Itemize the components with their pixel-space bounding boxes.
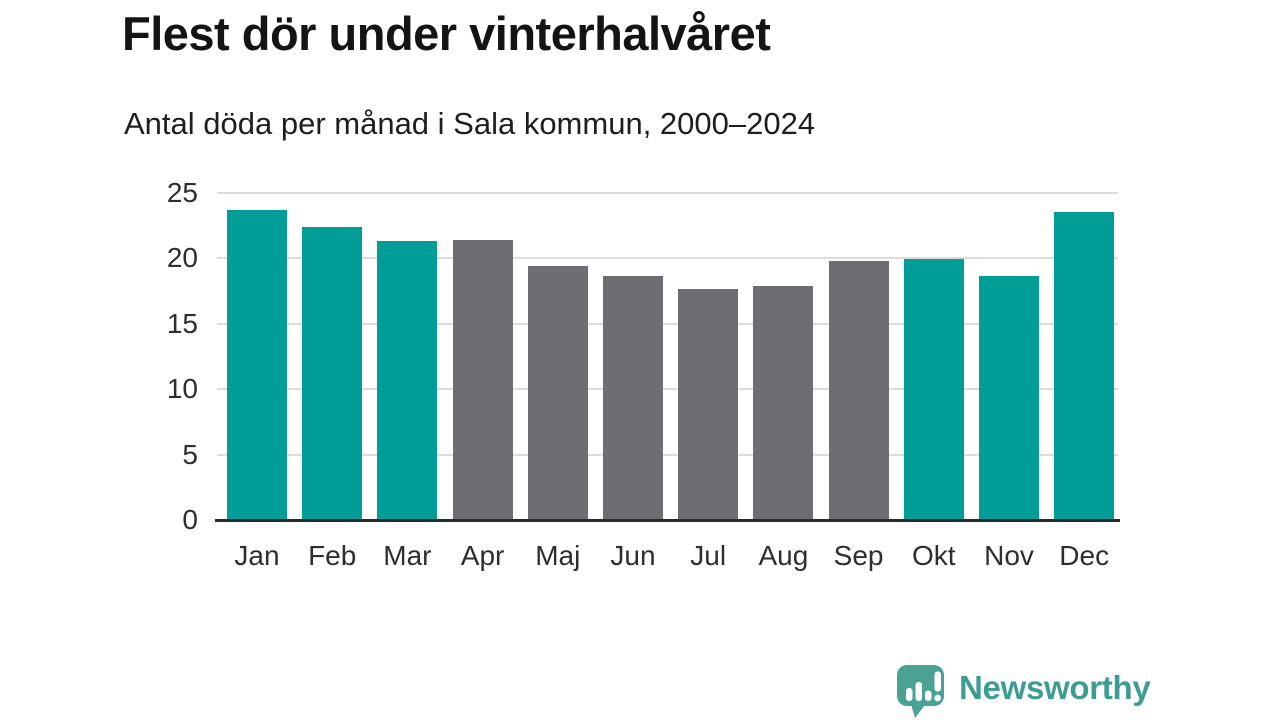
bar-jul <box>678 289 739 520</box>
y-tick-label-10: 10 <box>166 373 198 404</box>
gridline-10 <box>217 388 1118 390</box>
bar-mar <box>377 240 438 520</box>
bar-feb <box>302 226 363 520</box>
y-tick-label-5: 5 <box>182 438 198 470</box>
x-tick-label-jul: Jul <box>690 540 727 571</box>
y-tick-label-0: 0 <box>182 504 198 535</box>
chart-subtitle: Antal döda per månad i Sala kommun, 2000… <box>124 106 816 141</box>
bar-okt <box>903 259 964 520</box>
bar-jun <box>603 276 663 520</box>
x-tick-label-jan: Jan <box>234 540 280 571</box>
gridline-25 <box>217 191 1118 194</box>
chart-title: Flest dör under vinterhalvåret <box>122 7 771 60</box>
y-tick-label-20: 20 <box>166 242 198 273</box>
x-tick-label-okt: Okt <box>912 540 956 571</box>
x-tick-label-jun: Jun <box>610 540 656 571</box>
bar-nov <box>979 276 1039 520</box>
x-axis-line <box>215 519 1120 522</box>
bar-jan <box>227 209 287 520</box>
newsworthy-chart-bubble-icon <box>897 665 944 718</box>
gridline-5 <box>217 453 1118 456</box>
y-tick-label-15: 15 <box>166 307 198 339</box>
bar-dec <box>1054 212 1115 520</box>
x-tick-label-sep: Sep <box>833 540 884 571</box>
gridline-15 <box>217 322 1118 325</box>
x-tick-label-nov: Nov <box>984 540 1034 571</box>
bar-apr <box>452 239 513 520</box>
x-tick-label-aug: Aug <box>758 540 809 571</box>
x-tick-label-mar: Mar <box>383 540 432 571</box>
gridline-20 <box>217 257 1118 259</box>
newsworthy-wordmark: Newsworthy <box>959 668 1151 706</box>
x-tick-label-dec: Dec <box>1059 540 1110 571</box>
bar-sep <box>828 260 889 520</box>
x-tick-label-feb: Feb <box>308 540 357 571</box>
x-tick-label-apr: Apr <box>460 540 505 571</box>
x-tick-label-maj: Maj <box>535 540 581 571</box>
bar-aug <box>753 285 814 520</box>
bar-maj <box>527 265 588 520</box>
y-tick-label-25: 25 <box>166 176 198 208</box>
newsworthy-logo: Newsworthy <box>895 663 1151 719</box>
